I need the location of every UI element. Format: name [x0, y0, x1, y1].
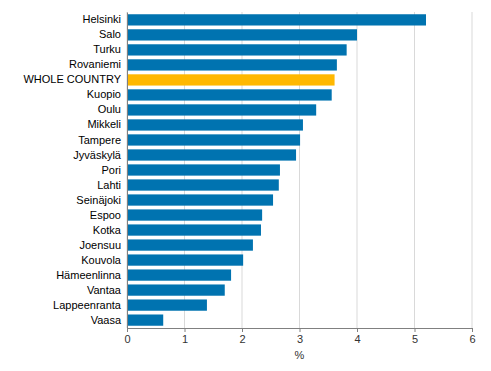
- tick-mark: [357, 328, 358, 332]
- tick: 1: [182, 328, 188, 345]
- bar: [127, 29, 357, 40]
- tick-label: Tampere: [78, 133, 121, 145]
- tick-label: 4: [354, 333, 360, 345]
- tick-label: 0: [124, 333, 130, 345]
- bar: [127, 284, 225, 295]
- tick: Lahti: [97, 179, 127, 191]
- tick: Kotka: [93, 224, 127, 236]
- tick-label: WHOLE COUNTRY: [23, 73, 121, 85]
- grid-line: [357, 12, 358, 328]
- tick: 4: [354, 328, 360, 345]
- tick-label: Oulu: [98, 103, 121, 115]
- plot: 0 1 2 3 4 5 6 Helsinki Salo Turku Rovaniemi WHOLE C…: [23, 12, 475, 345]
- bar: [127, 299, 207, 310]
- bar: [127, 194, 273, 205]
- tick: Vantaa: [87, 284, 127, 296]
- chart: 0 1 2 3 4 5 6 Helsinki Salo Turku Rovaniemi WHOLE C…: [0, 0, 491, 371]
- tick-label: Jyväskylä: [73, 149, 122, 161]
- tick: Joensuu: [79, 239, 127, 251]
- tick: Tampere: [78, 133, 127, 145]
- tick-mark: [127, 328, 128, 332]
- tick-label: Espoo: [90, 209, 121, 221]
- tick-label: Helsinki: [82, 13, 121, 25]
- grid-line: [472, 12, 473, 328]
- tick-label: Turku: [93, 43, 121, 55]
- bar: [127, 164, 280, 175]
- axis-line: [127, 13, 128, 329]
- tick: Kouvola: [81, 254, 127, 266]
- tick-label: Seinäjoki: [76, 194, 121, 206]
- tick-label: 3: [297, 333, 303, 345]
- tick: Mikkeli: [87, 118, 127, 130]
- bar: [127, 224, 261, 235]
- tick-mark: [415, 328, 416, 332]
- tick-label: Joensuu: [79, 239, 121, 251]
- tick: 5: [412, 328, 418, 345]
- tick: Espoo: [90, 209, 127, 221]
- tick-label: Kouvola: [81, 254, 122, 266]
- tick: Seinäjoki: [76, 194, 127, 206]
- tick-label: Pori: [101, 164, 121, 176]
- bar: [127, 104, 316, 115]
- bar: [127, 149, 296, 160]
- tick-label: Hämeenlinna: [56, 269, 122, 281]
- tick-label: Mikkeli: [87, 118, 121, 130]
- x-axis: 0 1 2 3 4 5 6: [124, 328, 475, 345]
- tick-label: Vantaa: [87, 284, 122, 296]
- tick-label: 2: [239, 333, 245, 345]
- bar: [127, 134, 300, 145]
- bar: [127, 179, 279, 190]
- tick-mark: [185, 328, 186, 332]
- tick: 3: [297, 328, 303, 345]
- bar: [127, 239, 253, 250]
- tick-label: Rovaniemi: [69, 58, 121, 70]
- tick-label: Salo: [99, 28, 121, 40]
- tick: Vaasa: [91, 314, 127, 326]
- tick: 0: [124, 328, 130, 345]
- tick-label: 6: [469, 333, 475, 345]
- grid: [127, 12, 472, 328]
- bar: [127, 14, 426, 25]
- tick-label: Lappeenranta: [53, 299, 122, 311]
- tick: WHOLE COUNTRY: [23, 73, 127, 85]
- tick-label: 5: [412, 333, 418, 345]
- bar: [127, 59, 337, 70]
- grid-line: [127, 12, 128, 328]
- tick: Oulu: [98, 103, 127, 115]
- tick: Rovaniemi: [69, 58, 127, 70]
- grid-line: [414, 12, 415, 328]
- bar: [127, 89, 332, 100]
- tick: 6: [469, 328, 475, 345]
- y-axis: Helsinki Salo Turku Rovaniemi WHOLE COUNTRY K…: [23, 13, 127, 329]
- tick: 2: [239, 328, 245, 345]
- tick-mark: [242, 328, 243, 332]
- tick-mark: [300, 328, 301, 332]
- tick-label: Vaasa: [91, 314, 122, 326]
- tick: Turku: [93, 43, 127, 55]
- tick: Hämeenlinna: [56, 269, 127, 281]
- tick: Lappeenranta: [53, 299, 127, 311]
- tick-label: Kotka: [93, 224, 122, 236]
- bars: [127, 14, 426, 325]
- bar: [127, 314, 163, 325]
- tick: Jyväskylä: [73, 149, 127, 161]
- tick: Salo: [99, 28, 127, 40]
- bar: [127, 254, 243, 265]
- tick: Pori: [101, 164, 127, 176]
- tick: Helsinki: [82, 13, 127, 25]
- tick-mark: [472, 328, 473, 332]
- tick-label: Kuopio: [87, 88, 121, 100]
- axis-title: %: [295, 349, 305, 361]
- bar: [127, 209, 262, 220]
- bar: [127, 119, 303, 130]
- axis-line: [128, 329, 473, 333]
- bar: [127, 74, 335, 85]
- tick-label: Lahti: [97, 179, 121, 191]
- bar: [127, 44, 347, 55]
- tick: Kuopio: [87, 88, 127, 100]
- tick-label: 1: [182, 333, 188, 345]
- bar: [127, 269, 231, 280]
